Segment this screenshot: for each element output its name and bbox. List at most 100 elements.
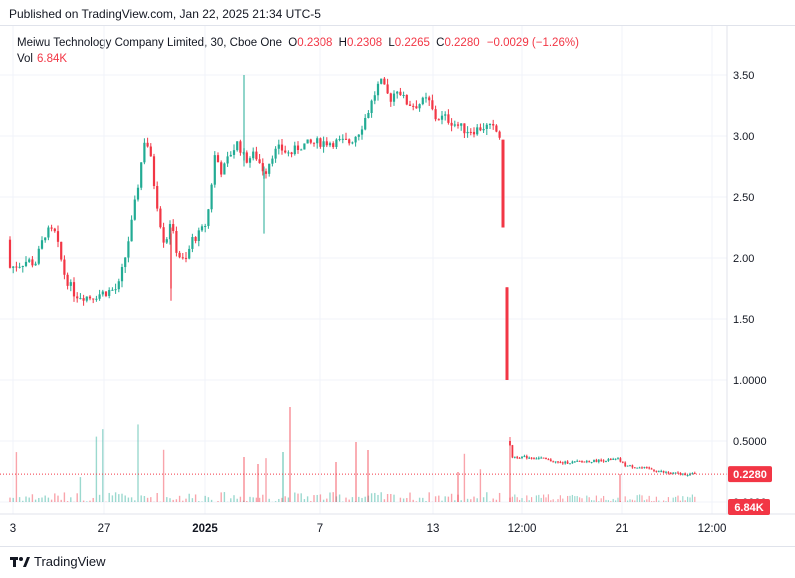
candle bbox=[56, 231, 60, 242]
time-axis[interactable]: 3 27 2025 7 13 12:00 21 12:00 bbox=[10, 523, 727, 535]
volume-bar bbox=[79, 477, 82, 502]
candle bbox=[53, 228, 56, 232]
volume-bar bbox=[605, 499, 607, 502]
volume-badge: 6.84K bbox=[728, 499, 770, 515]
candle bbox=[609, 459, 612, 461]
volume-bar bbox=[111, 495, 114, 502]
candle bbox=[268, 163, 271, 174]
candle bbox=[335, 139, 338, 147]
volume-bar bbox=[648, 495, 650, 502]
candle bbox=[341, 138, 344, 140]
candle bbox=[255, 151, 258, 160]
candle bbox=[175, 230, 178, 253]
volume-bar bbox=[562, 498, 564, 502]
candle bbox=[184, 257, 188, 259]
volume-bar bbox=[358, 496, 360, 502]
candle bbox=[290, 152, 293, 155]
volume-bar bbox=[297, 493, 299, 502]
change-value: −0.0029 (−1.26%) bbox=[486, 37, 579, 49]
volume-bar bbox=[444, 496, 446, 502]
volume-bar bbox=[25, 496, 27, 502]
volume-label: Vol bbox=[17, 53, 33, 65]
volume-bar bbox=[482, 497, 485, 502]
candle bbox=[149, 146, 152, 157]
symbol-legend: Meiwu Technology Company Limited, 30, Cb… bbox=[17, 35, 579, 51]
last-price-box bbox=[728, 466, 772, 483]
volume-bar bbox=[684, 500, 686, 502]
candle bbox=[636, 467, 639, 469]
volume-bar bbox=[428, 492, 430, 502]
candle bbox=[223, 163, 226, 175]
volume-bar bbox=[121, 493, 123, 502]
candle bbox=[325, 141, 328, 146]
volume-bar bbox=[547, 494, 549, 502]
volume-bar bbox=[345, 497, 347, 502]
candle bbox=[24, 261, 28, 266]
volume-bar bbox=[175, 499, 178, 502]
candle bbox=[396, 91, 399, 94]
candle bbox=[552, 461, 555, 463]
volume-bar bbox=[610, 501, 612, 502]
candle bbox=[280, 144, 284, 151]
volume-bar bbox=[658, 500, 660, 502]
candle bbox=[530, 457, 533, 459]
volume-bar bbox=[588, 497, 590, 502]
y-tick-label: 1.50 bbox=[733, 314, 754, 326]
candle bbox=[370, 100, 373, 114]
volume-bar bbox=[689, 497, 691, 502]
candle bbox=[488, 124, 492, 126]
volume-bar bbox=[210, 499, 213, 502]
y-tick-label: 3.00 bbox=[733, 131, 754, 143]
volume-bar bbox=[294, 492, 296, 502]
volume-bar bbox=[646, 499, 648, 502]
candle bbox=[316, 138, 319, 144]
volume-bar bbox=[422, 497, 424, 502]
candle bbox=[444, 114, 447, 116]
volume-bar bbox=[255, 497, 258, 502]
volume-bar bbox=[156, 492, 158, 502]
candle bbox=[165, 239, 168, 243]
volume-bar bbox=[31, 494, 34, 502]
candle bbox=[284, 150, 287, 153]
candle bbox=[229, 154, 232, 157]
symbol-title[interactable]: Meiwu Technology Company Limited, 30, Cb… bbox=[17, 37, 283, 49]
candle bbox=[476, 127, 479, 135]
volume-bar bbox=[463, 453, 466, 502]
candle bbox=[194, 237, 197, 241]
volume-bar bbox=[607, 500, 609, 502]
volume-bar bbox=[66, 501, 69, 502]
volume-bar bbox=[28, 497, 30, 502]
candle bbox=[561, 462, 564, 464]
volume-bars bbox=[9, 407, 696, 502]
candle bbox=[31, 259, 34, 266]
candle bbox=[583, 461, 586, 463]
candle bbox=[37, 248, 40, 264]
candle bbox=[653, 469, 655, 471]
volume-bar bbox=[319, 494, 322, 502]
volume-bar bbox=[143, 496, 146, 502]
candle bbox=[85, 296, 88, 301]
volume-bar bbox=[406, 498, 408, 502]
volume-bar bbox=[545, 497, 547, 502]
candle bbox=[547, 459, 550, 461]
volume-spike bbox=[457, 472, 459, 502]
candle bbox=[667, 472, 670, 474]
volume-bar bbox=[217, 501, 219, 502]
volume-bar bbox=[519, 499, 521, 502]
candle bbox=[648, 467, 651, 469]
candle bbox=[216, 155, 220, 163]
volume-bar bbox=[201, 501, 203, 502]
candle bbox=[28, 259, 31, 262]
candle bbox=[380, 78, 383, 84]
candle bbox=[392, 93, 396, 102]
x-tick-label: 27 bbox=[98, 523, 111, 535]
x-tick-label: 12:00 bbox=[698, 523, 727, 535]
candle bbox=[354, 136, 357, 143]
high-label: H bbox=[338, 37, 347, 49]
brand[interactable]: TradingView bbox=[10, 554, 106, 569]
volume-bar bbox=[204, 495, 206, 502]
candle bbox=[143, 142, 146, 163]
candle bbox=[399, 91, 402, 96]
